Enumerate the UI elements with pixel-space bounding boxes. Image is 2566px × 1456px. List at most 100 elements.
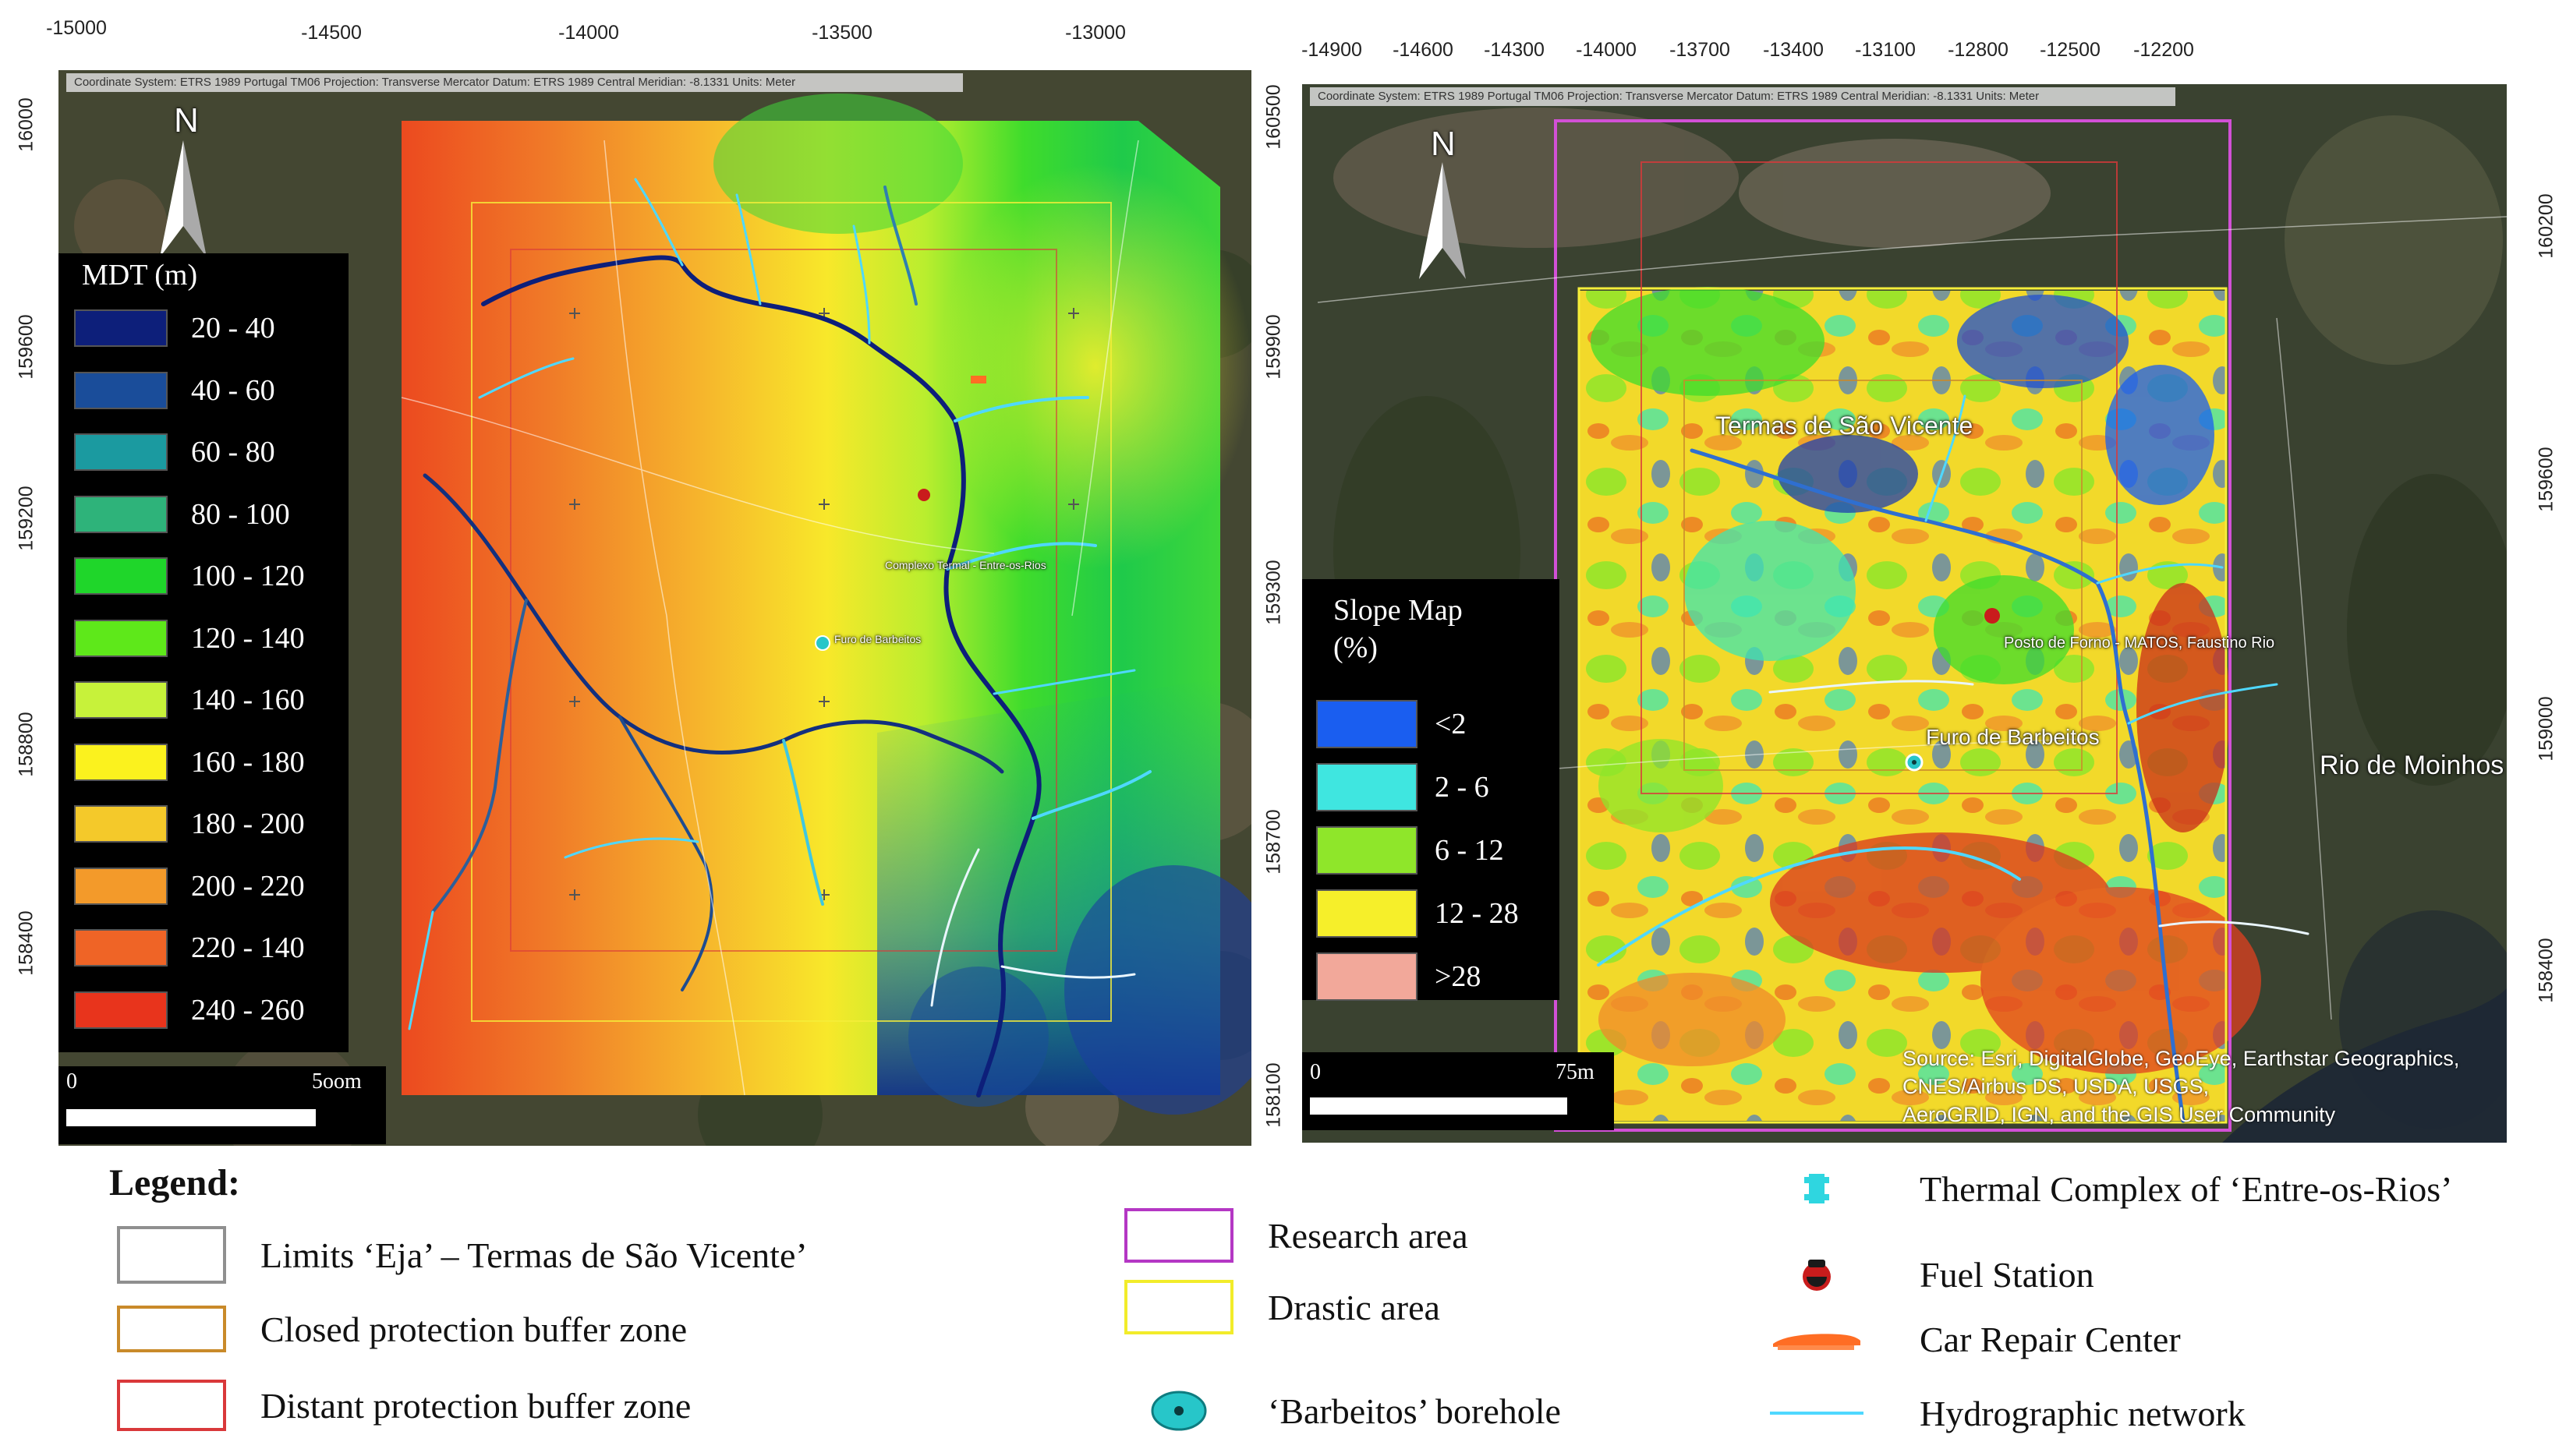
fuel-station-marker[interactable] <box>1984 608 2000 624</box>
y-tick: 160200 <box>2535 193 2557 259</box>
x-tick: -13100 <box>1855 39 1916 61</box>
slope-legend-label: <2 <box>1435 708 1467 740</box>
mdt-legend-label: 140 - 160 <box>191 684 305 716</box>
mdt-legend-swatch <box>74 619 168 657</box>
slope-legend: Slope Map (%) <2 2 - 6 6 - 12 12 - 28 >28 <box>1302 579 1559 1001</box>
x-tick: -13400 <box>1763 39 1824 61</box>
mdt-legend: MDT (m) 20 - 40 40 - 60 60 - 80 80 - 100 100… <box>58 253 349 1052</box>
mdt-legend-swatch <box>74 309 168 347</box>
slope-legend-unit: (%) <box>1333 631 1378 664</box>
mdt-legend-row: 240 - 260 <box>74 988 305 1032</box>
credits-line: AeroGRID, IGN, and the GIS User Communit… <box>1902 1103 2336 1126</box>
y-tick: 16000 <box>15 97 37 152</box>
slope-legend-row: <2 <box>1316 700 1467 748</box>
legend-item-label: Distant protection buffer zone <box>260 1385 692 1426</box>
slope-legend-swatch <box>1316 889 1417 938</box>
y-tick: 158100 <box>1262 1062 1285 1128</box>
mdt-legend-label: 160 - 180 <box>191 745 305 779</box>
distant-buffer-swatch <box>117 1380 226 1431</box>
scale-bar <box>1310 1097 1567 1115</box>
y-tick: 158800 <box>15 712 37 777</box>
y-tick: 158700 <box>1262 809 1285 875</box>
mdt-legend-row: 220 - 140 <box>74 926 305 970</box>
slope-legend-label: 2 - 6 <box>1435 771 1489 804</box>
x-tick: -12800 <box>1948 39 2009 61</box>
mdt-legend-label: 200 - 220 <box>191 869 305 903</box>
mdt-legend-label: 240 - 260 <box>191 993 305 1027</box>
x-tick: -14300 <box>1484 39 1545 61</box>
legend-item-car-repair: Car Repair Center <box>1770 1308 2181 1370</box>
mdt-legend-row: 140 - 160 <box>74 678 305 722</box>
mdt-legend-row: 120 - 140 <box>74 617 305 660</box>
x-tick: -14000 <box>558 22 619 44</box>
x-tick: -14600 <box>1393 39 1453 61</box>
mdt-legend-label: 180 - 200 <box>191 808 305 840</box>
mdt-legend-label: 40 - 60 <box>191 373 275 407</box>
barbeitos-borehole-marker[interactable] <box>815 635 830 651</box>
y-tick: 159200 <box>15 486 37 551</box>
mdt-legend-swatch <box>74 805 168 843</box>
mdt-legend-label: 120 - 140 <box>191 621 305 655</box>
legend-item-label: Car Repair Center <box>1920 1319 2181 1359</box>
y-tick: 158400 <box>2535 938 2557 1003</box>
mdt-legend-swatch <box>74 867 168 905</box>
left-map-panel[interactable]: Complexo Termal - Entre-os-Rios Furo de … <box>58 70 1251 1146</box>
x-tick: -14900 <box>1301 39 1362 61</box>
slope-legend-swatch <box>1316 763 1417 811</box>
mdt-legend-title: MDT (m) <box>82 259 198 292</box>
legend-item-label: Research area <box>1268 1215 1468 1256</box>
x-tick: -12500 <box>2040 39 2101 61</box>
right-map-canvas[interactable] <box>1302 84 2507 1143</box>
x-tick: -14500 <box>301 22 362 44</box>
right-scalebar: 0 75m <box>1302 1052 1614 1130</box>
thermal-complex-icon <box>1770 1160 1863 1217</box>
y-tick: 159000 <box>2535 696 2557 762</box>
legend-item-label: Hydrographic network <box>1920 1393 2246 1433</box>
legend-item-thermal-complex: Thermal Complex of ‘Entre-os-Rios’ <box>1770 1157 2452 1220</box>
car-repair-marker[interactable] <box>971 376 986 383</box>
legend-item-label: Thermal Complex of ‘Entre-os-Rios’ <box>1920 1168 2453 1209</box>
hydrographic-network <box>408 178 1152 1097</box>
mdt-legend-swatch <box>74 743 168 781</box>
coordinate-system-strip: Coordinate System: ETRS 1989 Portugal TM… <box>66 73 963 92</box>
north-label: N <box>174 101 199 140</box>
x-tick: -13000 <box>1065 22 1126 44</box>
north-arrow <box>160 140 207 257</box>
mdt-legend-row: 180 - 200 <box>74 802 305 846</box>
mdt-legend-swatch <box>74 371 168 409</box>
drastic-area-outline <box>1577 287 2228 1124</box>
slope-legend-swatch <box>1316 952 1417 1001</box>
legend-item-label: Limits ‘Eja’ – Termas de São Vicente’ <box>260 1235 808 1275</box>
left-scalebar: 0 5oom <box>58 1066 386 1144</box>
scale-end: 75m <box>1556 1060 1594 1084</box>
river-water <box>2222 988 2507 1143</box>
coordinate-system-strip: Coordinate System: ETRS 1989 Portugal TM… <box>1310 87 2175 106</box>
legend-item-drastic-area: Drastic area <box>1124 1276 1440 1338</box>
scale-bar <box>66 1109 316 1126</box>
x-tick: -15000 <box>46 17 107 39</box>
mdt-legend-label: 60 - 80 <box>191 436 275 468</box>
credits-line: Source: Esri, DigitalGlobe, GeoEye, Eart… <box>1902 1047 2460 1070</box>
hydrographic-network <box>1597 394 2309 1123</box>
legend-item-fuel-station: Fuel Station <box>1770 1243 2094 1306</box>
termas-map-label: Termas de São Vicente <box>1715 412 1973 440</box>
right-map-panel[interactable]: Coordinate System: ETRS 1989 Portugal TM… <box>1302 84 2507 1143</box>
mdt-legend-row: 20 - 40 <box>74 306 275 350</box>
scale-zero: 0 <box>66 1069 77 1094</box>
x-tick: -13500 <box>812 22 872 44</box>
slope-legend-swatch <box>1316 700 1417 748</box>
slope-legend-label: 12 - 28 <box>1435 897 1519 930</box>
mdt-legend-swatch <box>74 433 168 471</box>
mdt-legend-row: 160 - 180 <box>74 740 305 784</box>
scale-end: 5oom <box>312 1069 362 1094</box>
mdt-legend-label: 20 - 40 <box>191 312 275 345</box>
slope-legend-title: Slope Map <box>1333 594 1463 627</box>
car-repair-icon <box>1770 1310 1863 1368</box>
drastic-area-swatch <box>1124 1280 1233 1334</box>
fuel-station-marker[interactable] <box>918 489 930 501</box>
y-tick: 159900 <box>1262 314 1285 380</box>
mdt-legend-row: 80 - 100 <box>74 493 290 536</box>
mdt-legend-swatch <box>74 495 168 533</box>
complex-map-label: Complexo Termal - Entre-os-Rios <box>885 559 1046 571</box>
mdt-legend-row: 40 - 60 <box>74 369 275 412</box>
